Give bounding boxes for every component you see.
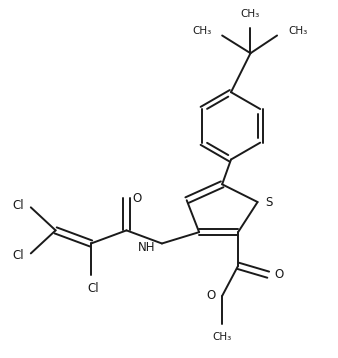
Text: CH₃: CH₃ [241, 9, 260, 19]
Text: CH₃: CH₃ [288, 26, 308, 36]
Text: O: O [133, 192, 142, 205]
Text: S: S [265, 195, 273, 208]
Text: NH: NH [138, 241, 155, 253]
Text: CH₃: CH₃ [213, 332, 232, 342]
Text: Cl: Cl [87, 282, 99, 295]
Text: CH₃: CH₃ [192, 26, 212, 36]
Text: Cl: Cl [13, 249, 24, 262]
Text: O: O [207, 289, 216, 303]
Text: Cl: Cl [13, 199, 24, 212]
Text: O: O [274, 268, 284, 281]
